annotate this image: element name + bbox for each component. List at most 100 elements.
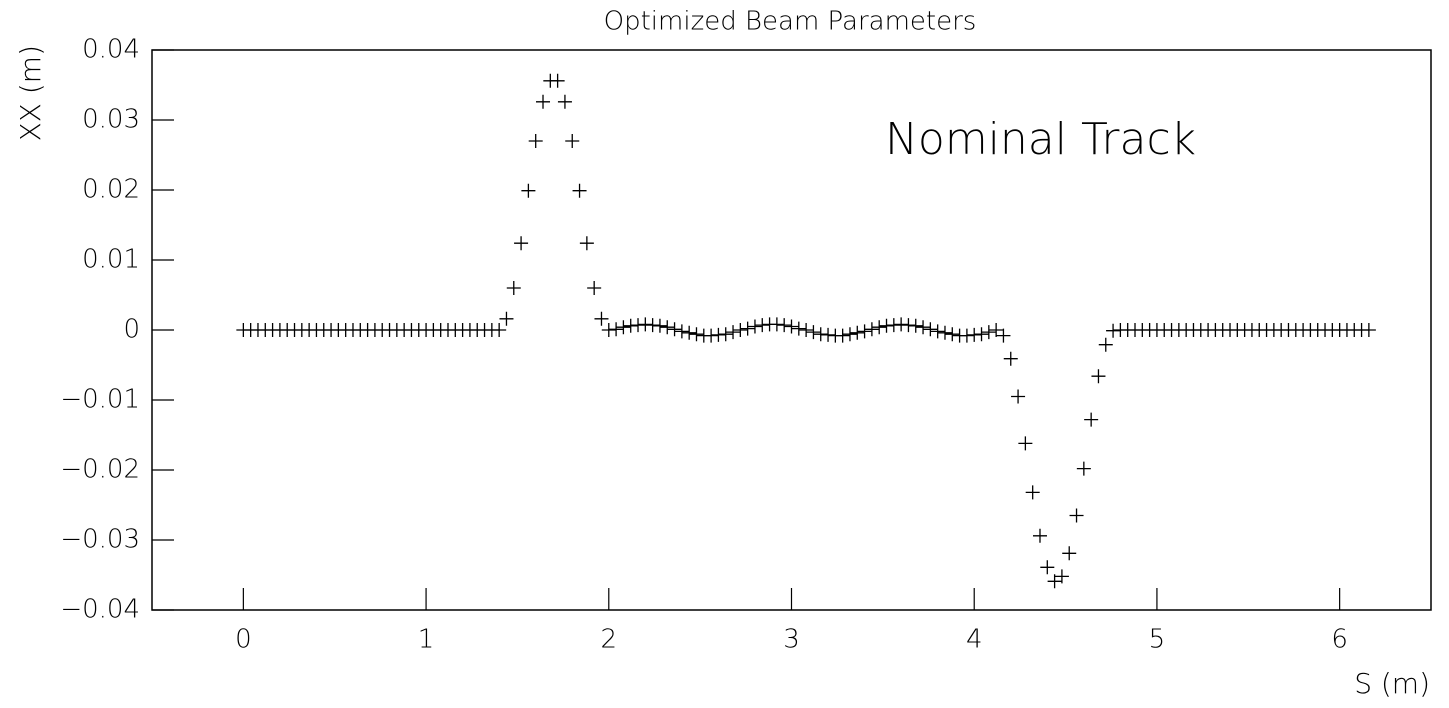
marker (791, 321, 806, 336)
y-tick-label: 0.01 (82, 245, 140, 275)
marker (967, 327, 982, 342)
marker (638, 317, 653, 332)
chart-title: Optimized Beam Parameters (604, 7, 977, 37)
marker (704, 328, 719, 343)
marker (572, 183, 587, 198)
marker (777, 318, 792, 333)
y-axis-label: XX (m) (14, 45, 47, 141)
marker (937, 325, 952, 340)
marker (667, 322, 682, 337)
marker (835, 328, 850, 343)
marker (652, 318, 667, 333)
marker (499, 311, 514, 326)
marker (806, 325, 821, 340)
marker (996, 328, 1011, 343)
marker (886, 318, 901, 333)
marker (1076, 461, 1091, 476)
marker (514, 236, 529, 251)
x-tick-label: 5 (1149, 625, 1166, 655)
marker (536, 94, 551, 109)
x-tick-label: 0 (235, 625, 252, 655)
marker (1106, 323, 1121, 338)
marker (1025, 485, 1040, 500)
y-tick-label: 0.02 (82, 175, 140, 205)
marker (1018, 436, 1033, 451)
marker (908, 318, 923, 333)
marker (901, 318, 916, 333)
marker (857, 324, 872, 339)
marker (842, 327, 857, 342)
marker (989, 323, 1004, 337)
marker (587, 281, 602, 295)
x-tick-label: 2 (601, 625, 618, 655)
marker (1069, 508, 1084, 523)
marker (1011, 389, 1026, 404)
marker (674, 324, 689, 339)
marker (609, 322, 624, 337)
marker (821, 327, 836, 342)
marker (916, 320, 931, 335)
marker (799, 323, 814, 337)
annotation: Nominal Track (885, 114, 1196, 165)
marker (579, 236, 594, 251)
marker (850, 325, 865, 340)
marker (682, 325, 697, 340)
marker (1047, 574, 1062, 589)
marker (813, 327, 828, 342)
marker (660, 320, 675, 335)
marker (565, 134, 580, 148)
marker (923, 322, 938, 337)
marker (557, 94, 572, 109)
x-tick-label: 4 (966, 625, 983, 655)
marker (718, 327, 733, 342)
marker (974, 327, 989, 342)
marker (1062, 546, 1077, 561)
marker (1003, 351, 1018, 366)
marker (645, 318, 660, 333)
marker (689, 327, 704, 342)
x-tick-label: 1 (418, 625, 435, 655)
x-tick-label: 3 (783, 625, 800, 655)
marker (594, 311, 609, 326)
marker (894, 317, 909, 332)
y-tick-label: −0.04 (60, 595, 140, 625)
marker (945, 327, 960, 342)
marker (740, 321, 755, 336)
marker (733, 323, 748, 337)
marker (981, 325, 996, 340)
y-tick-label: −0.03 (60, 525, 140, 555)
marker (1032, 528, 1047, 543)
marker (506, 281, 521, 295)
marker (872, 320, 887, 335)
marker (879, 318, 894, 333)
marker (550, 73, 565, 88)
marker (864, 322, 879, 337)
marker (755, 318, 770, 333)
marker (601, 323, 616, 337)
x-tick-label: 6 (1331, 625, 1348, 655)
marker (711, 327, 726, 342)
marker (747, 319, 762, 334)
marker (616, 320, 631, 335)
marker (1361, 323, 1376, 337)
marker (1091, 369, 1106, 384)
marker (784, 319, 799, 334)
marker (1098, 337, 1113, 352)
marker (726, 325, 741, 340)
marker (959, 328, 974, 343)
marker (1040, 560, 1055, 575)
marker (631, 318, 646, 333)
marker (623, 318, 638, 333)
marker (528, 134, 543, 148)
y-tick-label: 0.03 (82, 105, 140, 135)
y-tick-label: −0.01 (60, 385, 140, 415)
y-tick-label: 0 (123, 315, 140, 345)
marker (1084, 412, 1099, 427)
marker (1054, 569, 1069, 584)
marker (930, 324, 945, 339)
marker (769, 317, 784, 332)
marker (492, 323, 507, 337)
x-axis-label: S (m) (1354, 667, 1430, 700)
